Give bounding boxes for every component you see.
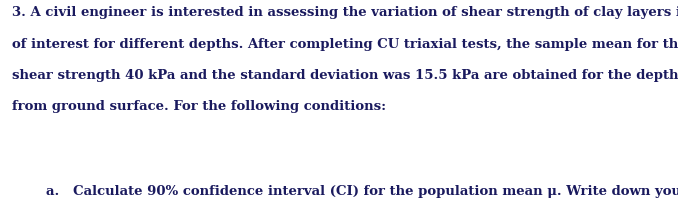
Text: 3. A civil engineer is interested in assessing the variation of shear strength o: 3. A civil engineer is interested in ass… [12, 6, 678, 19]
Text: of interest for different depths. After completing CU triaxial tests, the sample: of interest for different depths. After … [12, 38, 678, 51]
Text: from ground surface. For the following conditions:: from ground surface. For the following c… [12, 100, 386, 113]
Text: a.   Calculate 90% confidence interval (CI) for the population mean μ. Write dow: a. Calculate 90% confidence interval (CI… [46, 185, 678, 198]
Text: shear strength 40 kPa and the standard deviation was 15.5 kPa are obtained for t: shear strength 40 kPa and the standard d… [12, 69, 678, 82]
